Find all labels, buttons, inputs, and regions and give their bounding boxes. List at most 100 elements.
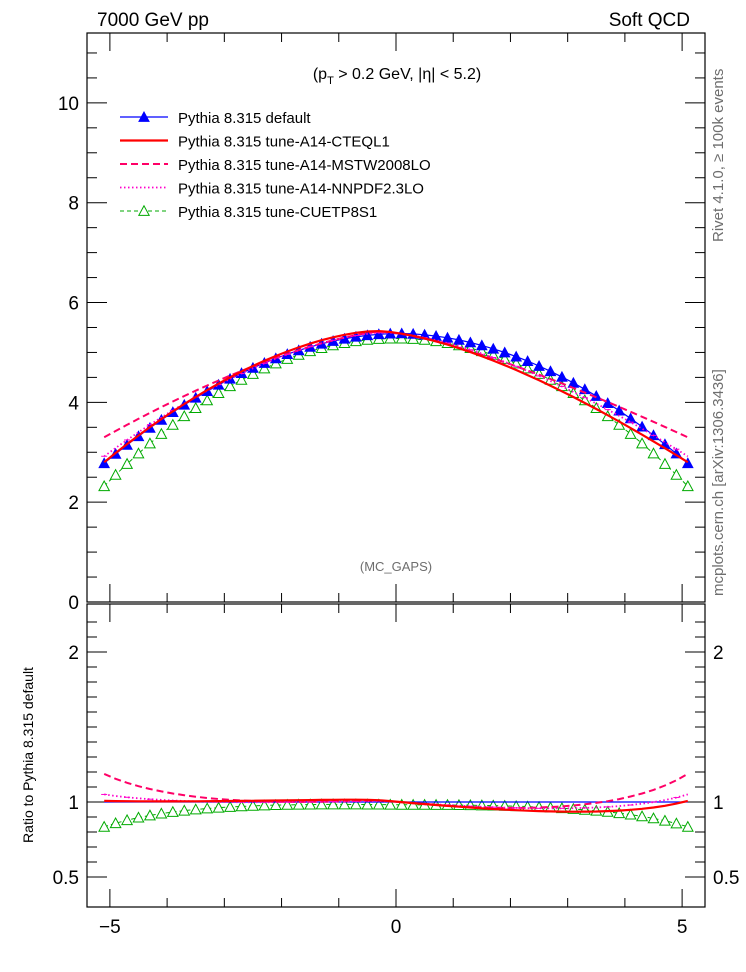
series-0-point: [636, 420, 648, 432]
legend-label: Pythia 8.315 tune-CUETP8S1: [178, 204, 377, 221]
legend-swatch-marker: [138, 110, 150, 122]
series-4-ratio-point: [246, 799, 259, 811]
series-0-point: [681, 457, 694, 469]
series-0-point: [464, 336, 477, 348]
series-4-ratio-point: [269, 798, 282, 811]
legend: Pythia 8.315 default Pythia 8.315 tune-A1…: [120, 110, 431, 221]
series-4-ratio-point: [372, 798, 385, 810]
legend-label: Pythia 8.315 tune-A14-NNPDF2.3LO: [178, 181, 424, 198]
series-4-point: [98, 479, 111, 492]
series-4-ratio-point: [258, 799, 271, 811]
series-4-ratio-point: [327, 798, 340, 810]
series-4-point: [132, 447, 145, 459]
series-4-point: [189, 401, 202, 413]
series-4-point: [235, 373, 248, 385]
series-4-line: [103, 338, 689, 487]
process-label: Soft QCD: [609, 10, 690, 31]
series-4-ratio-point: [166, 805, 179, 817]
series-4-ratio-point: [201, 802, 214, 814]
ratio-panel-frame: [86, 603, 706, 908]
legend-entry: Pythia 8.315 tune-A14-CTEQL1: [120, 134, 390, 151]
main-curves: [98, 327, 694, 492]
series-4-ratio-point: [281, 798, 294, 810]
series-0-point: [372, 328, 385, 340]
series-4-point: [636, 437, 649, 449]
ratio-y-tick-label: 2: [68, 643, 79, 664]
series-4-point: [224, 379, 237, 392]
series-4-ratio-point: [189, 803, 202, 815]
series-0-point: [453, 333, 465, 345]
series-4-ratio-point: [624, 808, 637, 820]
rivet-version-label: Rivet 4.1.0, ≥ 100k events: [710, 69, 727, 242]
series-4-ratio-point: [384, 798, 397, 810]
series-4-ratio-point: [98, 820, 111, 832]
series-4-point: [121, 457, 134, 469]
series-4-ratio-point: [349, 798, 362, 810]
series-4-ratio-point: [235, 800, 248, 812]
series-4-point: [670, 468, 683, 480]
series-0-point: [441, 331, 454, 343]
series-4-point: [647, 447, 660, 459]
series-0-point: [567, 376, 580, 388]
series-0-point: [601, 397, 614, 408]
series-0-point: [556, 370, 568, 382]
series-4-ratio-line: [104, 803, 688, 828]
series-4-point: [624, 427, 637, 439]
series-4-ratio-point: [178, 804, 191, 816]
series-0-point: [475, 339, 488, 351]
series-4-ratio-point: [304, 798, 317, 810]
series-4-point: [246, 367, 259, 379]
collision-energy-label: 7000 GeV pp: [97, 10, 209, 31]
series-4-point: [166, 418, 179, 430]
ratio-curves: [98, 772, 694, 832]
series-4-point: [681, 479, 694, 492]
series-4-ratio-point: [224, 800, 237, 812]
series-0-point: [624, 412, 637, 424]
series-4-point: [155, 427, 168, 439]
series-4-ratio-point: [658, 814, 671, 826]
series-4-ratio-point: [647, 812, 660, 824]
main-y-tick-label: 0: [68, 593, 79, 614]
main-y-tick-label: 2: [68, 493, 79, 514]
cut-label-open: (p: [313, 66, 327, 83]
series-4-ratio-point: [121, 813, 134, 826]
series-4-point: [109, 468, 122, 480]
legend-entry: Pythia 8.315 tune-A14-MSTW2008LO: [120, 157, 431, 174]
series-4-point: [201, 394, 214, 406]
series-4-ratio-point: [338, 798, 351, 810]
x-tick-label: −5: [99, 917, 121, 938]
series-0-point: [510, 350, 523, 362]
main-y-tick-label: 10: [58, 94, 79, 115]
series-4-ratio-point: [143, 809, 156, 821]
ratio-y-tick-label-right: 0.5: [713, 868, 739, 889]
series-0-point: [361, 329, 374, 341]
series-0-point: [498, 346, 511, 358]
series-4-ratio-point: [292, 798, 305, 810]
series-4-ratio-point: [132, 811, 145, 823]
series-4-ratio-point: [395, 798, 408, 810]
legend-entry: Pythia 8.315 default: [120, 110, 311, 127]
series-4-ratio-point: [361, 798, 374, 810]
series-4-ratio-point: [613, 806, 626, 819]
series-4-ratio-point: [109, 816, 122, 829]
series-4-ratio-point: [681, 820, 694, 832]
legend-label: Pythia 8.315 tune-A14-MSTW2008LO: [178, 157, 431, 174]
legend-label: Pythia 8.315 default: [178, 110, 311, 127]
analysis-watermark: (MC_GAPS): [360, 559, 432, 574]
series-4-ratio-point: [407, 798, 420, 810]
ratio-y-tick-label: 0.5: [53, 868, 79, 889]
cut-label-subscript: T: [327, 75, 334, 87]
mcplots-label: mcplots.cern.ch [arXiv:1306.3436]: [710, 369, 727, 596]
x-tick-label: 5: [677, 917, 688, 938]
x-axis: −5 0 5: [99, 33, 687, 938]
legend-swatch-marker: [137, 204, 151, 216]
series-1-line: [103, 329, 689, 464]
series-0-point: [521, 355, 534, 366]
main-panel: 0 2 4 6 8 10 (pT > 0.2 GeV, |η| < 5.2) (MC_GA…: [58, 32, 706, 614]
ratio-y-tick-label-right: 1: [713, 793, 724, 814]
main-y-tick-label: 6: [68, 294, 79, 315]
series-4-point: [178, 409, 191, 422]
main-y-axis: 0 2 4 6 8 10: [58, 52, 705, 614]
series-4-ratio-point: [670, 817, 683, 829]
